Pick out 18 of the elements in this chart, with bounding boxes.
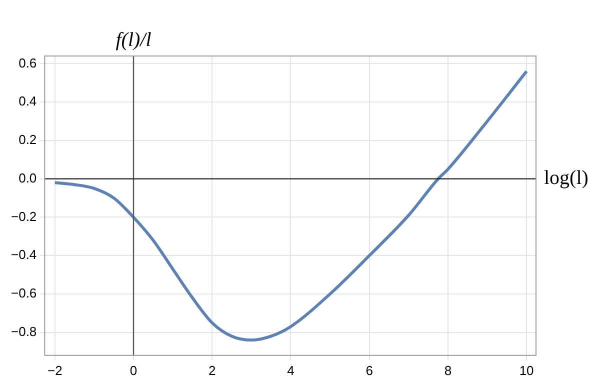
x-tick-label: 8 — [444, 362, 452, 378]
x-tick-label: −2 — [47, 362, 62, 378]
y-tick-label: −0.4 — [10, 247, 37, 262]
y-tick-label: −0.6 — [10, 286, 37, 301]
y-tick-label: 0.6 — [18, 55, 37, 70]
x-tick-label: 0 — [130, 362, 138, 378]
y-tick-label: −0.2 — [10, 208, 37, 224]
x-tick-label: 6 — [366, 362, 373, 378]
y-tick-label: −0.8 — [10, 324, 37, 339]
y-tick-label: 0.4 — [18, 94, 37, 109]
line-series — [53, 70, 528, 342]
x-tick-label: 10 — [519, 362, 534, 378]
y-tick-label: 0.2 — [18, 132, 37, 148]
y-axis-title: f(l)/l — [116, 29, 152, 51]
y-tick-label: 0.0 — [18, 170, 37, 186]
x-tick-label: 4 — [287, 362, 294, 378]
x-axis-title: log(l) — [544, 167, 588, 190]
x-tick-label: 2 — [208, 362, 216, 378]
